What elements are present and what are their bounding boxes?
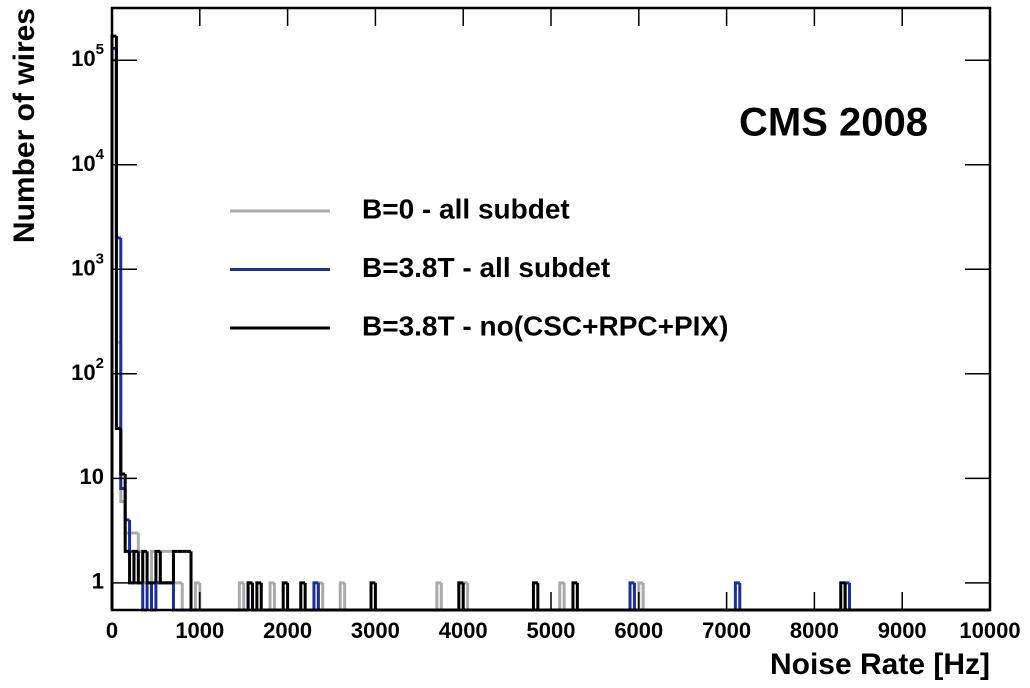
x-tick-label: 3000 bbox=[351, 618, 400, 643]
x-tick-label: 6000 bbox=[614, 618, 663, 643]
histogram-bin bbox=[562, 582, 639, 612]
histogram-bin bbox=[457, 581, 464, 610]
histogram-bin bbox=[268, 581, 275, 610]
histogram-bin bbox=[466, 582, 560, 612]
histogram-bin bbox=[171, 582, 249, 612]
x-tick-label: 7000 bbox=[702, 618, 751, 643]
histogram-bin bbox=[321, 582, 341, 612]
x-tick-label: 8000 bbox=[790, 618, 839, 643]
y-tick-label: 104 bbox=[71, 146, 104, 176]
histogram-bin bbox=[343, 582, 437, 612]
y-tick-label: 1 bbox=[92, 569, 104, 594]
histogram-bin bbox=[338, 581, 345, 610]
x-tick-label: 9000 bbox=[878, 618, 927, 643]
histogram-bin bbox=[536, 582, 573, 612]
histogram-bin bbox=[738, 582, 846, 612]
histogram-bin bbox=[632, 582, 736, 612]
histogram-bin bbox=[839, 581, 846, 610]
x-tick-label: 5000 bbox=[527, 618, 576, 643]
histogram-bin bbox=[575, 582, 841, 612]
histogram-bin bbox=[136, 532, 143, 553]
histogram-bin bbox=[154, 581, 174, 610]
histogram-bin bbox=[641, 582, 990, 612]
histogram-bin bbox=[286, 582, 301, 612]
histogram-bin bbox=[312, 581, 319, 610]
x-tick-label: 1000 bbox=[175, 618, 224, 643]
histogram-bin bbox=[246, 581, 253, 610]
legend-label: B=0 - all subdet bbox=[362, 193, 570, 224]
y-tick-label: 103 bbox=[71, 250, 104, 280]
histogram-bin bbox=[281, 581, 288, 610]
x-tick-label: 0 bbox=[106, 618, 118, 643]
histogram-bin bbox=[145, 551, 152, 585]
histogram-bin bbox=[158, 551, 165, 585]
histogram-bin bbox=[373, 582, 459, 612]
histogram-bin bbox=[114, 36, 121, 430]
histogram-bin bbox=[848, 582, 990, 612]
y-tick-label: 102 bbox=[71, 355, 104, 385]
histogram-bin bbox=[843, 582, 990, 612]
histogram-bin bbox=[259, 582, 284, 612]
x-tick-label: 10000 bbox=[959, 618, 1020, 643]
histogram-bin bbox=[119, 428, 126, 476]
histogram-bin bbox=[369, 581, 376, 610]
histogram-bin bbox=[272, 582, 319, 612]
legend-label: B=3.8T - no(CSC+RPC+PIX) bbox=[362, 310, 728, 341]
x-axis-label: Noise Rate [Hz] bbox=[770, 648, 990, 681]
y-axis-label: Number of wires bbox=[8, 8, 41, 243]
y-tick-label: 10 bbox=[80, 464, 104, 489]
x-tick-label: 2000 bbox=[263, 618, 312, 643]
histogram-bin bbox=[531, 581, 538, 610]
histogram-bin bbox=[435, 581, 442, 610]
annotation: CMS 2008 bbox=[739, 101, 928, 145]
histogram-bin bbox=[316, 582, 631, 612]
plot-frame bbox=[110, 6, 992, 612]
histogram-bin bbox=[571, 581, 578, 610]
histogram-bin bbox=[171, 549, 178, 583]
histogram-bin bbox=[558, 581, 565, 610]
histogram-bin bbox=[255, 581, 262, 610]
histogram-bin bbox=[733, 581, 740, 610]
y-tick-label: 105 bbox=[71, 41, 104, 71]
legend-label: B=3.8T - all subdet bbox=[362, 252, 610, 283]
histogram-bin bbox=[198, 582, 240, 612]
histogram-bin bbox=[299, 581, 306, 610]
histogram-bin bbox=[180, 582, 196, 612]
histogram-bin bbox=[237, 581, 244, 610]
x-tick-label: 4000 bbox=[439, 618, 488, 643]
histogram-bin bbox=[128, 519, 134, 553]
histogram-bin bbox=[193, 581, 200, 610]
histogram-bin bbox=[628, 581, 635, 610]
histogram-bin bbox=[461, 582, 534, 612]
